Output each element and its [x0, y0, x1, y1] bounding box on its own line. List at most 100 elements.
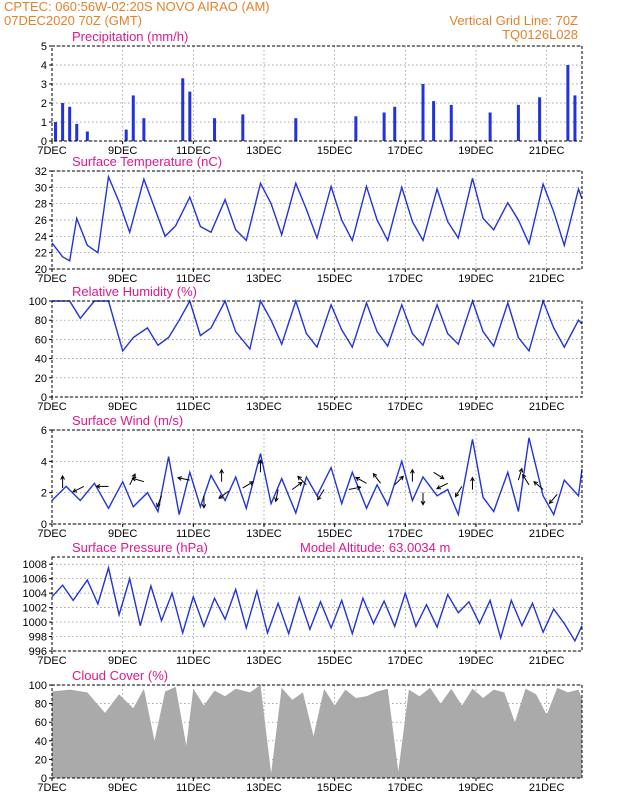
wind-arrow-head: [177, 476, 183, 481]
x-tick-label: 17DEC: [388, 145, 424, 157]
x-tick-label: 21DEC: [529, 655, 565, 667]
wind-arrow-shaft: [297, 475, 307, 486]
x-tick-label: 19DEC: [458, 528, 494, 540]
x-tick-label: 15DEC: [317, 401, 353, 413]
y-tick-label: 6: [41, 425, 47, 437]
panel-frame: [51, 45, 583, 142]
pres-panel-title: Surface Pressure (hPa): [72, 540, 208, 555]
wind-arrow-shaft: [522, 474, 530, 486]
x-tick-label: 17DEC: [388, 401, 424, 413]
wind-arrow-head: [201, 504, 207, 509]
y-tick-label: 0: [41, 136, 47, 148]
x-tick-label: 7DEC: [37, 273, 66, 285]
y-tick-label: 40: [35, 354, 47, 366]
y-tick-label: 4: [41, 60, 47, 72]
header-model-id: TQ0126L028: [502, 27, 578, 42]
x-tick-label: 7DEC: [37, 145, 66, 157]
y-tick-label: 998: [29, 632, 47, 644]
wind-arrow-head: [72, 488, 78, 493]
wind-arrow-shaft: [129, 473, 136, 486]
x-tick-label: 13DEC: [246, 528, 282, 540]
y-tick-label: 996: [29, 646, 47, 658]
y-tick-label: 60: [35, 334, 47, 346]
cloud-panel-title: Cloud Cover (%): [72, 668, 168, 683]
y-tick-label: 1006: [23, 574, 47, 586]
precip-panel-title: Precipitation (mm/h): [72, 29, 188, 44]
x-tick-label: 15DEC: [317, 145, 353, 157]
precip-bar: [54, 122, 58, 141]
wind-arrow-shaft: [275, 489, 279, 502]
x-tick-label: 17DEC: [388, 273, 424, 285]
wind-arrow-shaft: [72, 485, 85, 493]
precip-bar: [354, 116, 358, 141]
wind-arrow-head: [218, 494, 224, 499]
x-tick-label: 9DEC: [108, 145, 137, 157]
precip-bar: [61, 103, 65, 141]
precip-bar: [573, 95, 577, 141]
x-tick-label: 11DEC: [176, 655, 211, 667]
wind-arrow-head: [548, 499, 554, 505]
wind-arrow-head: [95, 484, 101, 489]
wind-arrow-shaft: [132, 477, 145, 483]
x-tick-label: 21DEC: [529, 401, 565, 413]
precip-bar: [382, 112, 386, 141]
wind-arrow-shaft: [218, 490, 229, 499]
precip-bar: [131, 95, 135, 141]
x-tick-label: 7DEC: [37, 401, 66, 413]
x-tick-label: 19DEC: [458, 401, 494, 413]
precip-bar: [393, 106, 397, 141]
x-tick-label: 17DEC: [388, 782, 424, 794]
x-tick-label: 21DEC: [529, 145, 565, 157]
y-tick-label: 20: [35, 264, 47, 276]
panel-frame: [51, 556, 583, 652]
x-tick-label: 15DEC: [317, 782, 353, 794]
precip-bar: [432, 101, 436, 141]
wind-arrow-head: [454, 492, 460, 498]
y-tick-label: 1000: [23, 617, 47, 629]
y-tick-label: 2: [41, 98, 47, 110]
wind-series-line: [51, 437, 583, 518]
y-tick-label: 80: [35, 699, 47, 711]
wind-arrow-head: [219, 468, 224, 474]
cloud-cover-area: [52, 685, 582, 778]
temp-series-line: [51, 174, 583, 262]
wind-arrow-shaft: [291, 481, 303, 490]
precip-bar: [516, 104, 520, 141]
x-tick-label: 21DEC: [529, 528, 565, 540]
wind-arrow-shaft: [517, 468, 523, 481]
wind-arrow-shaft: [549, 493, 558, 504]
precip-bar: [421, 84, 425, 141]
pres-series-line: [51, 565, 583, 643]
x-tick-label: 7DEC: [37, 655, 66, 667]
x-tick-label: 11DEC: [176, 401, 211, 413]
precip-bar: [124, 129, 128, 141]
x-tick-label: 11DEC: [176, 782, 211, 794]
x-tick-label: 11DEC: [176, 273, 211, 285]
y-tick-label: 28: [35, 199, 47, 211]
precip-bar: [68, 106, 72, 141]
y-tick-label: 24: [35, 231, 47, 243]
temp-panel-title: Surface Temperature (nC): [72, 154, 222, 169]
rh-panel-title: Relative Humidity (%): [72, 284, 197, 299]
y-tick-label: 60: [35, 717, 47, 729]
precip-bar: [566, 65, 570, 141]
x-tick-label: 15DEC: [317, 528, 353, 540]
y-tick-label: 1008: [23, 559, 47, 571]
precip-bar: [449, 104, 453, 141]
wind-arrow-head: [470, 476, 475, 482]
precip-bar: [85, 131, 89, 141]
x-tick-label: 13DEC: [246, 273, 282, 285]
wind-arrow-shaft: [348, 486, 361, 491]
precip-bar: [488, 112, 492, 141]
y-tick-label: 100: [29, 296, 47, 308]
wind-arrow-head: [249, 481, 254, 486]
wind-arrow-head: [156, 502, 161, 508]
y-tick-label: 0: [41, 519, 47, 531]
x-tick-label: 17DEC: [388, 528, 424, 540]
y-tick-label: 20: [35, 754, 47, 766]
x-tick-label: 15DEC: [317, 273, 353, 285]
wind-arrow-shaft: [372, 473, 382, 484]
wind-arrow-head: [533, 481, 539, 486]
precip-bar: [538, 97, 542, 141]
